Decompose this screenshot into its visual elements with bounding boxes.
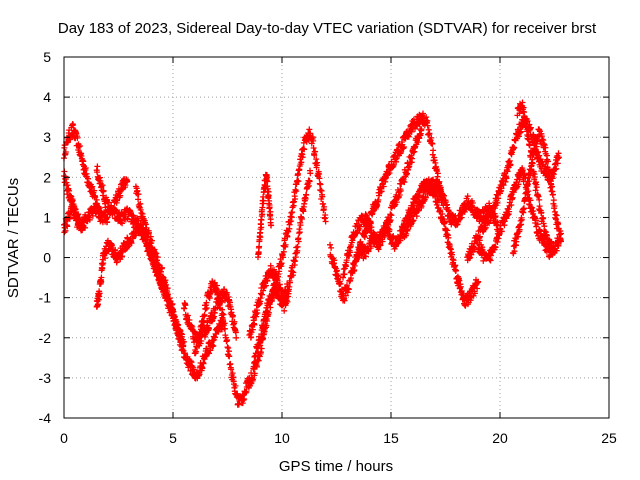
- series-8: [191, 126, 329, 408]
- y-tick-label: 5: [43, 49, 51, 65]
- series-2: [61, 201, 89, 236]
- series-18: [510, 126, 564, 257]
- x-tick-label: 0: [60, 430, 68, 446]
- y-axis-label: SDTVAR / TECUs: [5, 178, 22, 298]
- y-tick-label: -4: [39, 410, 52, 426]
- series-8-markers: [191, 126, 329, 408]
- series-11: [250, 282, 292, 370]
- series-15: [398, 176, 501, 241]
- series-2-markers: [61, 201, 89, 236]
- y-tick-label: -3: [39, 370, 52, 386]
- y-tick-label: 3: [43, 129, 51, 145]
- plot-frame: [63, 56, 610, 419]
- y-tick-label: 4: [43, 89, 51, 105]
- series-6: [132, 183, 227, 382]
- chart-title: Day 183 of 2023, Sidereal Day-to-day VTE…: [58, 20, 597, 37]
- series-3-markers: [93, 217, 176, 316]
- series-5-markers: [111, 176, 131, 206]
- x-tick-labels: 0 5 10 15 20 25: [60, 430, 617, 446]
- series-6-markers: [132, 183, 227, 382]
- y-tick-labels: -4 -3 -2 -1 0 1 2 3 4 5: [39, 49, 52, 426]
- series-3: [93, 217, 176, 316]
- series-14-markers: [353, 176, 482, 309]
- y-tick-label: 2: [43, 169, 51, 185]
- y-tick-label: -1: [39, 290, 52, 306]
- y-tick-label: 0: [43, 250, 51, 266]
- series-19-markers: [514, 99, 556, 253]
- series-19: [514, 99, 556, 253]
- series-11-markers: [250, 282, 292, 370]
- series-10-markers: [255, 171, 275, 261]
- series-15-markers: [398, 176, 501, 241]
- data-points: [61, 99, 564, 408]
- series-5: [111, 176, 131, 206]
- series-10: [255, 171, 275, 261]
- y-tick-label: 1: [43, 209, 51, 225]
- axis-ticks: [63, 56, 610, 419]
- x-tick-label: 10: [274, 430, 290, 446]
- x-tick-label: 25: [601, 430, 617, 446]
- x-tick-label: 15: [383, 430, 399, 446]
- series-14: [353, 176, 482, 309]
- series-18-markers: [510, 126, 564, 257]
- x-tick-label: 5: [169, 430, 177, 446]
- x-tick-label: 20: [492, 430, 508, 446]
- y-tick-label: -2: [39, 330, 52, 346]
- x-axis-label: GPS time / hours: [279, 458, 393, 475]
